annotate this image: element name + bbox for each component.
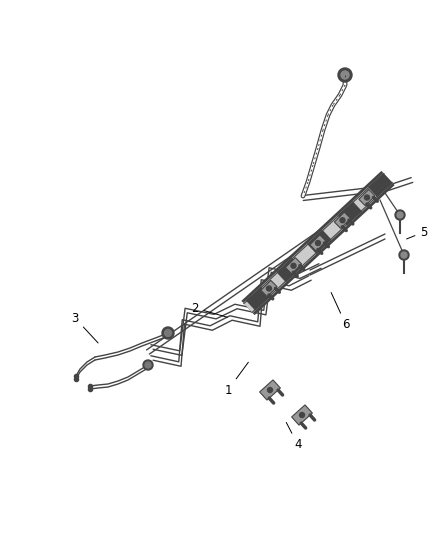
- Polygon shape: [260, 380, 280, 400]
- Text: 2: 2: [191, 302, 227, 317]
- Polygon shape: [292, 405, 312, 425]
- Circle shape: [340, 218, 345, 223]
- Polygon shape: [334, 212, 351, 228]
- Circle shape: [266, 286, 272, 291]
- Circle shape: [143, 360, 153, 370]
- Polygon shape: [310, 235, 326, 251]
- Circle shape: [341, 71, 349, 79]
- Circle shape: [338, 68, 352, 82]
- Circle shape: [315, 240, 321, 246]
- Circle shape: [145, 362, 151, 368]
- Circle shape: [165, 329, 172, 336]
- Circle shape: [291, 263, 296, 268]
- Circle shape: [162, 327, 174, 339]
- Circle shape: [397, 212, 403, 218]
- Text: 4: 4: [286, 423, 302, 451]
- Circle shape: [268, 387, 272, 392]
- Polygon shape: [286, 257, 302, 274]
- Text: 3: 3: [71, 311, 98, 343]
- Circle shape: [401, 252, 407, 258]
- Text: 5: 5: [406, 225, 427, 239]
- Text: 6: 6: [331, 293, 350, 332]
- Circle shape: [364, 195, 370, 200]
- Polygon shape: [261, 280, 277, 297]
- Circle shape: [399, 250, 409, 260]
- Text: 1: 1: [224, 362, 248, 397]
- Circle shape: [300, 413, 304, 417]
- Polygon shape: [359, 189, 375, 206]
- Circle shape: [395, 210, 405, 220]
